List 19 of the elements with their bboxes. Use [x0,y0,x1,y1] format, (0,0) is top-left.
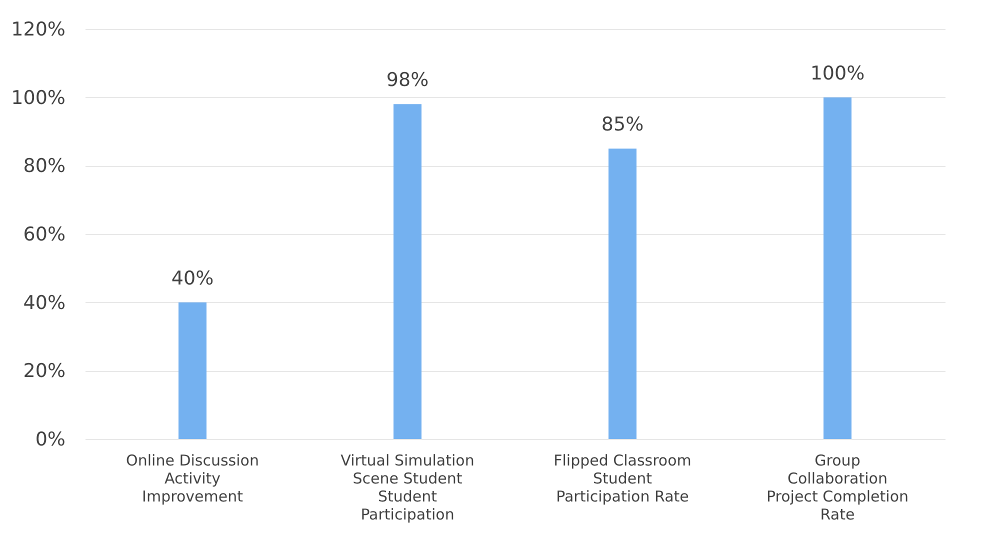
data-label: 85% [601,114,644,136]
x-tick-label: Flipped Classroom Student Participation Rate [554,452,692,506]
data-label: 100% [810,62,865,84]
bar [824,97,852,439]
y-tick-label: 0% [35,428,66,450]
x-tick-label: Virtual Simulation Scene Student Student Participation [340,452,474,524]
bar [608,148,636,439]
y-tick-label: 60% [23,224,66,246]
x-tick-label: Online Discussion Activity Improvement [126,452,259,506]
bar [394,104,422,439]
y-tick-label: 100% [11,86,66,109]
y-tick-label: 40% [23,292,66,314]
bar [178,302,206,439]
x-tick-label: Group Collaboration Project Completion Rate [766,452,909,524]
y-tick-label: 20% [23,360,66,382]
y-tick-label: 80% [23,155,66,178]
y-tick-label: 120% [11,18,66,40]
data-label: 98% [386,69,429,92]
data-label: 40% [171,267,214,290]
